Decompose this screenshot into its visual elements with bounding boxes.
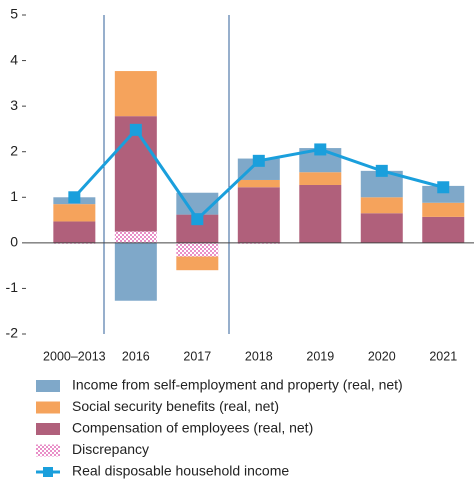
line-marker xyxy=(252,154,265,167)
y-tick-label: 2 xyxy=(10,142,18,158)
y-tick-label: 5 xyxy=(10,6,18,22)
bar-segment xyxy=(237,179,280,188)
line-marker xyxy=(314,143,327,156)
y-tick-label: 1 xyxy=(10,188,18,204)
line-marker xyxy=(191,213,204,226)
x-tick-label: 2000–2013 xyxy=(43,349,106,363)
line-marker xyxy=(68,191,81,204)
line-marker xyxy=(129,123,142,136)
bar-segment xyxy=(360,213,403,243)
bar-segment xyxy=(53,221,96,243)
x-tick-label: 2020 xyxy=(368,349,396,363)
legend-label: Compensation of employees (real, net) xyxy=(72,420,313,436)
bar-segment xyxy=(53,204,96,222)
bar-segment xyxy=(237,187,280,243)
bar-segment xyxy=(299,172,342,185)
x-tick-label: 2021 xyxy=(429,349,457,363)
legend-swatch xyxy=(36,380,60,392)
bar-segment xyxy=(237,158,280,180)
line-marker xyxy=(375,164,388,177)
bar-segment xyxy=(422,202,465,217)
bar-segment xyxy=(422,216,465,243)
bar-segment xyxy=(299,184,342,243)
x-tick-label: 2018 xyxy=(245,349,273,363)
y-tick-label: 0 xyxy=(10,234,18,250)
x-tick-label: 2016 xyxy=(122,349,150,363)
bar-segment xyxy=(114,231,157,243)
line-marker xyxy=(437,181,450,194)
bar-segment xyxy=(176,242,219,257)
x-tick-label: 2017 xyxy=(183,349,211,363)
legend-swatch xyxy=(36,444,60,457)
legend-label: Income from self-employment and property… xyxy=(72,377,403,393)
y-tick-label: 3 xyxy=(10,97,18,113)
legend-swatch xyxy=(36,423,60,435)
x-tick-label: 2019 xyxy=(306,349,334,363)
bar-segment xyxy=(422,185,465,203)
legend-label: Social security benefits (real, net) xyxy=(72,398,279,414)
bar-segment xyxy=(360,197,403,214)
bar-segment xyxy=(114,242,157,301)
legend-swatch xyxy=(43,467,53,477)
bar-segment xyxy=(114,71,157,117)
legend-label: Real disposable household income xyxy=(72,463,289,479)
y-tick-label: -2 xyxy=(6,325,19,341)
legend-label: Discrepancy xyxy=(72,441,149,457)
y-tick-label: 4 xyxy=(10,51,18,67)
y-tick-label: -1 xyxy=(6,279,19,295)
bar-segment xyxy=(176,256,219,271)
legend-swatch xyxy=(36,401,60,414)
